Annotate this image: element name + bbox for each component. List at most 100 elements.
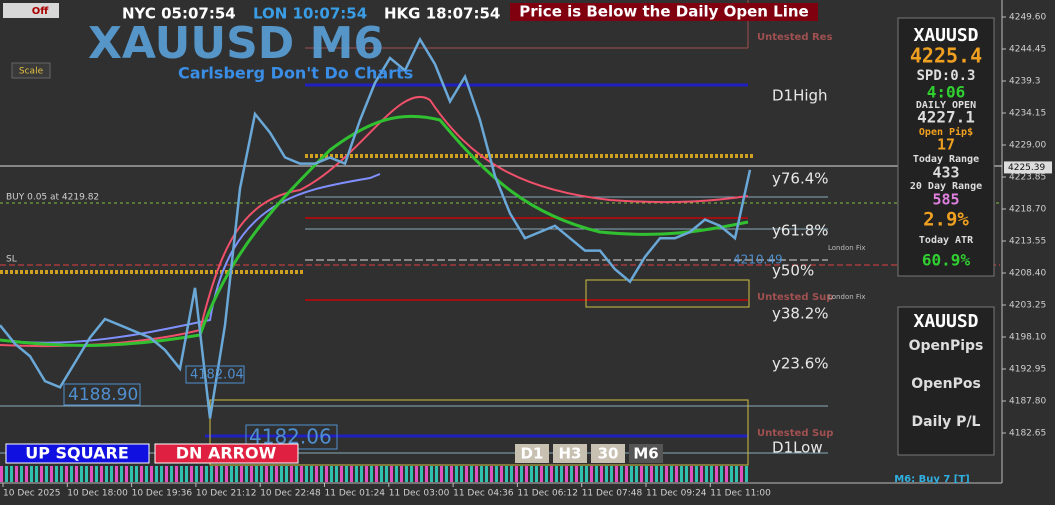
panel-value: 17 (937, 136, 955, 154)
strip-bar (205, 466, 208, 482)
strip-bar (190, 466, 193, 482)
strip-bar (550, 466, 553, 482)
button[interactable] (5, 443, 150, 464)
strip-bar (430, 466, 433, 482)
x-tick-label: 10 Dec 19:36 (132, 489, 193, 499)
strip-bar (145, 466, 148, 482)
strip-bar (645, 466, 648, 482)
price-line (0, 36, 752, 419)
status: M6: Buy 7 [T] (894, 474, 970, 485)
clock: LON 10:07:54 (253, 5, 367, 23)
y-tick-label: 4218.70 (1009, 205, 1046, 215)
y-tick-label: 4203.25 (1009, 301, 1046, 311)
strip-bar (280, 466, 283, 482)
timeframe-label[interactable]: M6 (633, 445, 658, 463)
panel-row[interactable]: OpenPips (909, 338, 984, 354)
panel-price: 4225.4 (910, 44, 982, 68)
strip-bar (170, 466, 173, 482)
strip-bar (255, 466, 258, 482)
price-axis: 4249.60 4244.45 4239.3 4234.15 4229.00 4223.8… (1002, 13, 1052, 439)
strip-bar (570, 466, 573, 482)
strip-bar (285, 466, 288, 482)
x-tick-label: 11 Dec 07:48 (582, 489, 643, 499)
strip-bar (0, 466, 3, 482)
panel-symbol: XAUUSD (913, 311, 978, 332)
strip-bar (520, 466, 523, 482)
scale-button[interactable] (11, 62, 51, 79)
strip-bar (565, 466, 568, 482)
strip-bar (315, 466, 318, 482)
timeframe-label[interactable]: 30 (598, 445, 619, 463)
strip-bar (270, 466, 273, 482)
y-tick-label: 4234.15 (1009, 109, 1046, 119)
strip-bar (735, 466, 738, 482)
panel-row[interactable]: OpenPos (911, 376, 981, 392)
annotation: SL (6, 255, 17, 265)
timeframe-button[interactable] (515, 444, 549, 463)
strip-bar (75, 466, 78, 482)
strip-bar (300, 466, 303, 482)
strip-bar (495, 466, 498, 482)
strip-bar (25, 466, 28, 482)
y-tick-label: 4249.60 (1009, 13, 1046, 23)
annotation: y76.4% (772, 170, 829, 188)
strip-bar (355, 466, 358, 482)
strip-bar (530, 466, 533, 482)
strip-bar (655, 466, 658, 482)
strip-bar (400, 466, 403, 482)
strip-bar (490, 466, 493, 482)
x-tick-label: 11 Dec 04:36 (453, 489, 514, 499)
button-label[interactable]: UP SQUARE (25, 444, 129, 463)
strip-bar (595, 466, 598, 482)
button-label[interactable]: DN ARROW (176, 444, 277, 463)
strip-bar (610, 466, 613, 482)
y-tick-label: 4213.55 (1009, 237, 1046, 247)
timeframe-label[interactable]: D1 (521, 445, 544, 463)
timeframe-button[interactable] (553, 444, 587, 463)
strip-bar (240, 466, 243, 482)
strip-bar (395, 466, 398, 482)
strip-bar (260, 466, 263, 482)
timeframe-button[interactable] (629, 444, 663, 463)
strip-bar (695, 466, 698, 482)
zone-box (209, 399, 749, 466)
strip-bar (265, 466, 268, 482)
strip-bar (730, 466, 733, 482)
strip-bar (405, 466, 408, 482)
strip-bar (710, 466, 713, 482)
annotation: D1Low (772, 439, 823, 457)
logo-badge (3, 3, 59, 18)
ma-line (0, 96, 749, 348)
annotation: Untested Sup (757, 428, 833, 439)
strip-bar (450, 466, 453, 482)
strip-bar (625, 466, 628, 482)
strip-bar (460, 466, 463, 482)
strip-bar (630, 466, 633, 482)
annotation: y38.2% (772, 305, 829, 323)
timeframe-button[interactable] (591, 444, 625, 463)
annotation: London Fix (828, 244, 866, 252)
strip-bar (210, 466, 213, 482)
scale-button-label[interactable]: Scale (19, 67, 44, 77)
x-tick-label: 10 Dec 21:12 (196, 489, 257, 499)
x-tick-label: 11 Dec 03:00 (389, 489, 450, 499)
strip-bar (670, 466, 673, 482)
strip-bar (40, 466, 43, 482)
strip-bar (385, 466, 388, 482)
strip-bar (50, 466, 53, 482)
strip-bar (220, 466, 223, 482)
timeframe-label[interactable]: H3 (559, 445, 582, 463)
strip-bar (445, 466, 448, 482)
levels (0, 0, 1002, 466)
annotation: y50% (772, 262, 814, 280)
strip-bar (100, 466, 103, 482)
panel-label: DAILY OPEN (916, 100, 976, 111)
panel-value: 585 (932, 191, 959, 209)
strip-bar (740, 466, 743, 482)
strip-bar (505, 466, 508, 482)
panel-row[interactable]: Daily P/L (912, 414, 981, 430)
strip-bar (605, 466, 608, 482)
logo: Off (32, 6, 50, 17)
button[interactable] (154, 443, 299, 464)
strip-bar (215, 466, 218, 482)
